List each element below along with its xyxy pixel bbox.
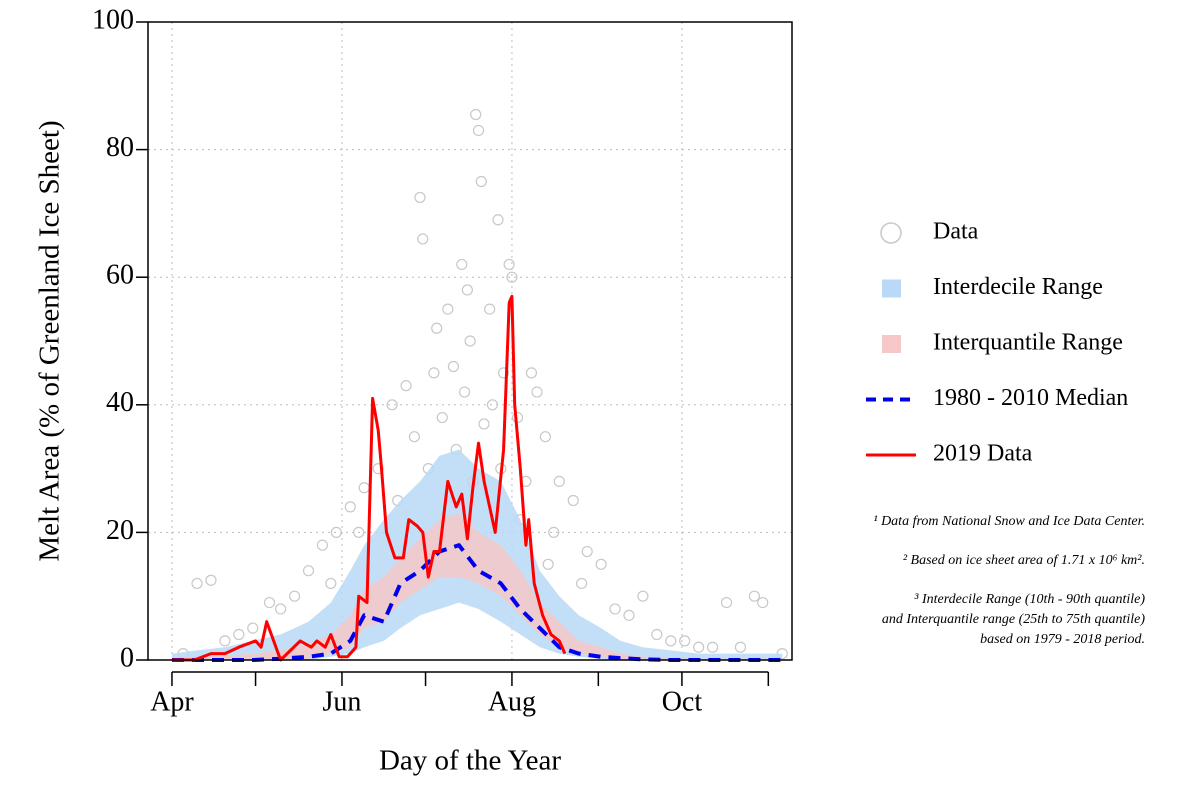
y-tick-label: 40 — [106, 387, 134, 418]
data-point — [447, 360, 460, 373]
y-tick-label: 80 — [106, 132, 134, 163]
data-point — [581, 545, 593, 558]
legend-symbol — [880, 222, 902, 244]
data-point — [470, 108, 482, 121]
data-point — [205, 574, 217, 586]
data-point — [748, 590, 760, 602]
data-point — [247, 622, 259, 634]
data-point — [531, 386, 543, 398]
data-point — [428, 367, 440, 379]
data-point — [503, 258, 515, 271]
series-line — [172, 294, 567, 662]
data-point — [539, 431, 551, 443]
y-tick-label: 60 — [106, 260, 134, 291]
data-point — [506, 271, 518, 283]
data-point — [386, 399, 398, 411]
data-point — [475, 175, 487, 188]
data-point — [353, 526, 365, 539]
data-point — [567, 494, 579, 507]
x-tick-label: Oct — [662, 686, 703, 717]
plot-frame — [147, 21, 793, 661]
data-point — [191, 577, 203, 590]
data-point — [623, 609, 635, 621]
data-point — [595, 558, 607, 570]
footnote: ¹ Data from National Snow and Ice Data C… — [873, 514, 1145, 529]
x-tick-label: Aug — [488, 686, 536, 717]
legend-label: Interdecile Range — [933, 274, 1103, 300]
data-point — [233, 628, 245, 641]
data-point — [679, 635, 691, 647]
data-point — [414, 191, 426, 204]
data-point — [497, 367, 510, 379]
data-point — [486, 399, 499, 411]
y-tick-label: 20 — [106, 515, 134, 546]
data-point — [484, 303, 496, 315]
data-point — [458, 386, 471, 398]
data-point — [637, 590, 649, 602]
data-point — [651, 628, 663, 641]
data-point — [464, 335, 476, 347]
legend-symbol — [882, 279, 901, 298]
data-point — [553, 475, 565, 487]
data-point — [456, 258, 468, 271]
data-point — [330, 526, 342, 539]
data-point — [442, 303, 454, 315]
data-point — [417, 233, 429, 245]
data-point — [325, 577, 337, 590]
data-point — [757, 596, 769, 609]
data-point — [492, 214, 504, 226]
data-point — [288, 590, 301, 602]
y-tick-label: 100 — [92, 4, 134, 35]
footnote: and Interquantile range (25th to 75th qu… — [882, 612, 1145, 627]
data-point — [275, 603, 287, 615]
data-point — [358, 482, 370, 494]
x-tick-label: Jun — [322, 686, 361, 717]
legend-label: 1980 - 2010 Median — [933, 385, 1128, 411]
range-band — [172, 513, 783, 660]
footnote: ³ Interdecile Range (10th - 90th quantil… — [914, 592, 1145, 607]
data-point — [525, 367, 538, 379]
legend-label: 2019 Data — [933, 441, 1033, 467]
data-point — [706, 641, 719, 653]
data-point — [720, 596, 733, 609]
legend-symbol — [882, 335, 901, 353]
data-point — [263, 596, 276, 609]
data-point — [693, 641, 705, 653]
data-point — [576, 577, 588, 590]
data-point — [431, 322, 443, 334]
footnote: ² Based on ice sheet area of 1.71 x 10⁶ … — [903, 553, 1145, 568]
x-tick-label: Apr — [150, 686, 194, 717]
data-point — [609, 603, 621, 615]
data-point — [478, 418, 490, 430]
data-point — [548, 526, 560, 539]
data-point — [734, 641, 747, 653]
y-axis-title: Melt Area (% of Greenland Ice Sheet) — [34, 120, 66, 561]
data-point — [472, 124, 485, 137]
data-point — [344, 501, 356, 513]
data-point — [542, 558, 554, 570]
data-point — [436, 411, 448, 424]
legend-label: Data — [933, 219, 979, 245]
data-point — [400, 380, 412, 392]
data-point — [219, 635, 231, 647]
data-point — [372, 463, 384, 475]
footnote: based on 1979 - 2018 period. — [980, 632, 1145, 647]
data-point — [408, 431, 421, 443]
y-tick-label: 0 — [120, 642, 134, 673]
data-point — [316, 539, 329, 551]
data-point — [665, 635, 677, 647]
x-axis-title: Day of the Year — [379, 745, 561, 777]
data-point — [461, 284, 473, 296]
data-point — [302, 565, 315, 577]
legend-label: Interquantile Range — [933, 330, 1123, 356]
